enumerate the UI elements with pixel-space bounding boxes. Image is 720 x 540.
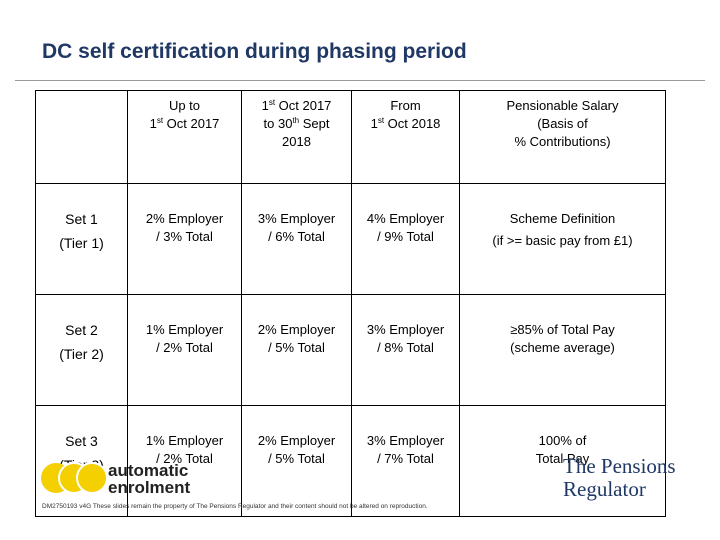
header-sup: th: [292, 116, 300, 125]
header-oct-2017-to-sept-2018: 1st Oct 2017 to 30th Sept 2018: [241, 90, 352, 184]
logo-circle: [76, 462, 108, 494]
cell-line: 2% Employer: [145, 211, 224, 226]
cell-line: 3% Employer: [366, 322, 445, 337]
header-line: 2018: [282, 134, 311, 149]
pensions-regulator-logo: The Pensions Regulator: [563, 455, 676, 501]
header-line: to 30th Sept: [245, 115, 348, 133]
header-num: to 30: [263, 116, 293, 131]
cell-line: Scheme Definition: [509, 211, 616, 226]
table-cell: 2% Employer / 5% Total: [241, 405, 352, 517]
header-corner-cell: [35, 90, 128, 184]
header-sup: st: [268, 98, 276, 107]
cell-line: 2% Employer: [257, 322, 336, 337]
table-cell: 3% Employer / 8% Total: [351, 294, 460, 406]
header-up-to-oct-2017: Up to 1st Oct 2017: [127, 90, 242, 184]
table-cell: 1% Employer / 2% Total: [127, 405, 242, 517]
cell-line: 100% of: [538, 433, 587, 448]
header-sup: st: [156, 116, 164, 125]
table-row: Set 1 (Tier 1) 2% Employer / 3% Total 3% …: [35, 183, 666, 295]
table-cell: 4% Employer / 9% Total: [351, 183, 460, 295]
cell-line: Total Pay: [535, 451, 590, 466]
header-line: 1st Oct 2018: [355, 115, 456, 133]
cell-line: / 3% Total: [156, 229, 213, 244]
table-cell: 3% Employer / 6% Total: [241, 183, 352, 295]
header-line: Up to: [168, 98, 201, 113]
header-num: 1: [149, 116, 157, 131]
table-cell: 1% Employer / 2% Total: [127, 294, 242, 406]
cell-line: (if >= basic pay from £1): [492, 233, 633, 248]
header-rest: Oct 2017: [275, 98, 332, 113]
cell-line: 3% Employer: [257, 211, 336, 226]
set-label-cell: Set 1 (Tier 1): [35, 183, 128, 295]
cell-line: / 7% Total: [377, 451, 434, 466]
slide-title: DC self certification during phasing per…: [42, 40, 467, 63]
table-cell: ≥85% of Total Pay (scheme average): [459, 294, 666, 406]
automatic-enrolment-logo: [41, 462, 108, 494]
header-rest: Oct 2018: [384, 116, 441, 131]
cell-line: / 6% Total: [268, 229, 325, 244]
cell-line: ≥85% of Total Pay: [510, 322, 615, 337]
header-line: 1st Oct 2017: [245, 97, 348, 115]
header-sup: st: [377, 116, 385, 125]
header-rest: Oct 2017: [163, 116, 220, 131]
table-cell: 2% Employer / 5% Total: [241, 294, 352, 406]
logo-text-line: automatic: [108, 461, 189, 480]
tier-name: (Tier 2): [59, 346, 104, 362]
logo-text-line: The Pensions: [563, 454, 676, 478]
header-line: 1st Oct 2017: [131, 115, 238, 133]
header-line: (Basis of: [537, 116, 588, 131]
table-cell: 100% of Total Pay: [459, 405, 666, 517]
cell-line: / 9% Total: [377, 229, 434, 244]
contribution-table: Up to 1st Oct 2017 1st Oct 2017 to 30th …: [35, 90, 666, 517]
header-line: From: [390, 98, 421, 113]
cell-line: 1% Employer: [145, 433, 224, 448]
title-divider: [15, 80, 705, 81]
header-num: 1: [261, 98, 269, 113]
table-cell: Scheme Definition (if >= basic pay from £…: [459, 183, 666, 295]
table-cell: 2% Employer / 3% Total: [127, 183, 242, 295]
cell-line: 3% Employer: [366, 433, 445, 448]
cell-line: (scheme average): [510, 340, 615, 355]
logo-text-line: Regulator: [563, 477, 646, 501]
cell-line: 4% Employer: [366, 211, 445, 226]
cell-line: / 5% Total: [268, 340, 325, 355]
table-row: Set 2 (Tier 2) 1% Employer / 2% Total 2% …: [35, 294, 666, 406]
set-name: Set 1: [65, 211, 98, 227]
automatic-enrolment-wordmark: automatic enrolment: [108, 462, 190, 496]
cell-line: / 2% Total: [156, 451, 213, 466]
header-pensionable-salary: Pensionable Salary (Basis of % Contribut…: [459, 90, 666, 184]
footer-disclaimer: DM2750193 v4G These slides remain the pr…: [42, 503, 428, 510]
header-line: % Contributions): [514, 134, 611, 149]
set-label-cell: Set 2 (Tier 2): [35, 294, 128, 406]
header-from-oct-2018: From 1st Oct 2018: [351, 90, 460, 184]
header-num: 1: [370, 116, 378, 131]
cell-line: / 8% Total: [377, 340, 434, 355]
set-name: Set 3: [65, 433, 98, 449]
logo-text-line: enrolment: [108, 478, 191, 497]
tier-name: (Tier 1): [59, 235, 104, 251]
header-row: Up to 1st Oct 2017 1st Oct 2017 to 30th …: [35, 90, 666, 184]
cell-line: / 2% Total: [156, 340, 213, 355]
cell-line: / 5% Total: [268, 451, 325, 466]
table-cell: 3% Employer / 7% Total: [351, 405, 460, 517]
set-name: Set 2: [65, 322, 98, 338]
table-row: Set 3 (Tier 3) 1% Employer/ 2% Total 2% …: [35, 405, 666, 517]
cell-line: 2% Employer: [257, 433, 336, 448]
header-rest: Sept: [299, 116, 330, 131]
header-line: Pensionable Salary: [506, 98, 619, 113]
cell-line: 1% Employer: [145, 322, 224, 337]
